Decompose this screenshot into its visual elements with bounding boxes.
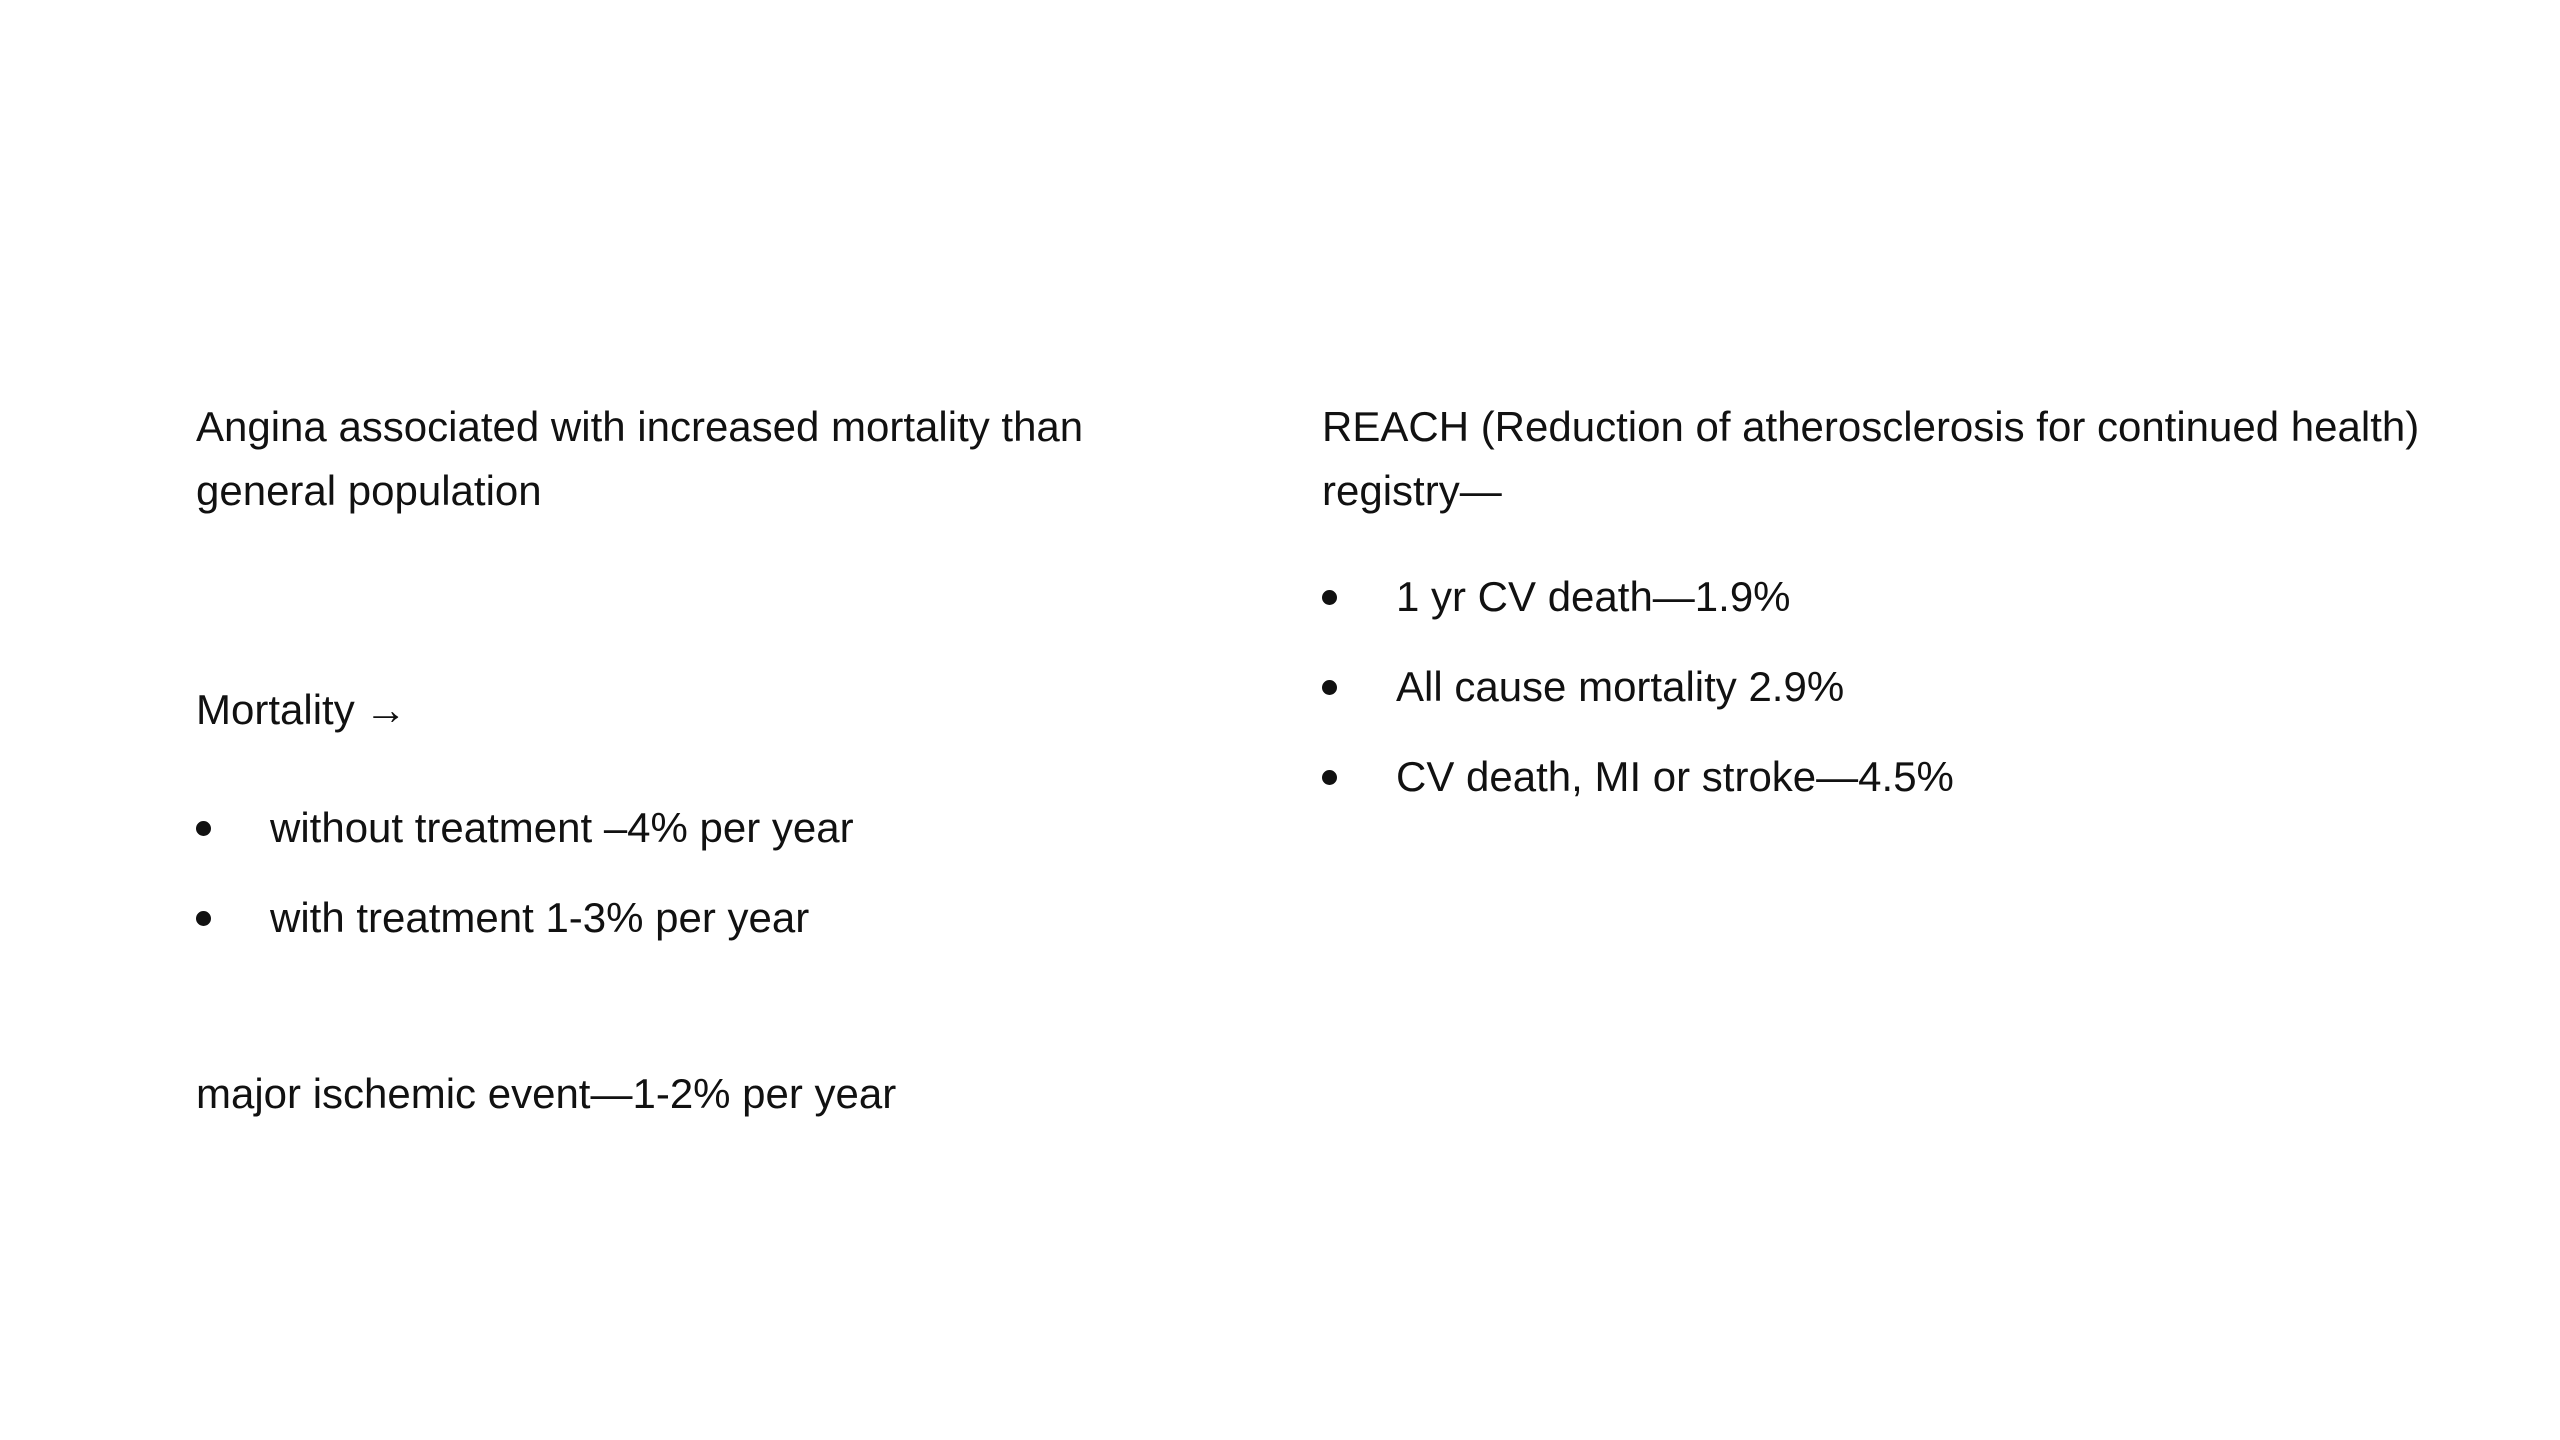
reach-registry-intro: REACH (Reduction of atherosclerosis for … <box>1322 403 2420 514</box>
list-item: CV death, MI or stroke—4.5% <box>1322 745 2472 809</box>
list-item-text: All cause mortality 2.9% <box>1396 663 1845 710</box>
mortality-heading-label: Mortality <box>196 686 355 733</box>
list-item: 1 yr CV death—1.9% <box>1322 565 2472 629</box>
bullet-icon <box>1322 590 1337 605</box>
bullet-icon <box>1322 770 1337 785</box>
mortality-heading: Mortality → <box>196 678 1196 742</box>
list-item-text: with treatment 1-3% per year <box>270 894 810 941</box>
list-item: with treatment 1-3% per year <box>196 886 1196 950</box>
list-item-text: without treatment –4% per year <box>270 804 854 851</box>
list-item-text: 1 yr CV death—1.9% <box>1396 573 1791 620</box>
bullet-icon <box>1322 680 1337 695</box>
reach-bullet-list: 1 yr CV death—1.9% All cause mortality 2… <box>1322 565 2472 809</box>
list-item: All cause mortality 2.9% <box>1322 655 2472 719</box>
list-item-text: CV death, MI or stroke—4.5% <box>1396 753 1954 800</box>
left-column: Angina associated with increased mortali… <box>196 395 1196 1126</box>
mortality-bullet-list: without treatment –4% per year with trea… <box>196 796 1196 950</box>
right-arrow-icon: → <box>364 686 407 733</box>
right-column: REACH (Reduction of atherosclerosis for … <box>1322 395 2472 835</box>
list-item: without treatment –4% per year <box>196 796 1196 860</box>
bullet-icon <box>196 821 211 836</box>
ischemic-event-text: major ischemic event—1-2% per year <box>196 1070 897 1117</box>
angina-intro-text: Angina associated with increased mortali… <box>196 403 1084 514</box>
bullet-icon <box>196 911 211 926</box>
